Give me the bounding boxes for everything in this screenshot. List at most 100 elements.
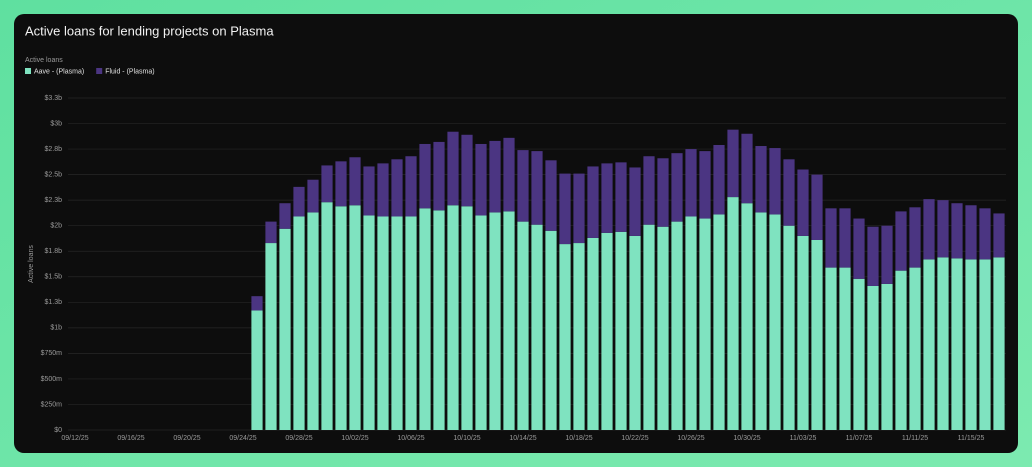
bar-segment xyxy=(587,166,599,238)
bar-segment xyxy=(279,228,291,430)
bar-segment xyxy=(741,133,753,204)
bar-segment xyxy=(685,216,697,430)
bar-segment xyxy=(559,244,571,430)
y-tick-label: $2b xyxy=(50,223,62,230)
bar-segment xyxy=(461,134,473,207)
bar-segment xyxy=(293,186,305,217)
bar-segment xyxy=(279,203,291,229)
bar-segment xyxy=(713,214,725,430)
y-tick-label: $750m xyxy=(41,350,63,357)
bar-segment xyxy=(517,221,529,430)
bar-segment xyxy=(993,213,1005,258)
bar-segment xyxy=(727,129,739,198)
bar-segment xyxy=(951,203,963,259)
bar-segment xyxy=(769,214,781,430)
bar-segment xyxy=(657,158,669,227)
bar-segment xyxy=(447,131,459,206)
bar-segment xyxy=(783,159,795,226)
bar-segment xyxy=(363,215,375,430)
bar-segment xyxy=(643,224,655,430)
bar-segment xyxy=(419,143,431,209)
bar-segment xyxy=(965,259,977,430)
bar-segment xyxy=(545,230,557,430)
x-tick-label: 11/11/25 xyxy=(902,435,928,442)
bar-segment xyxy=(755,212,767,430)
bar-segment xyxy=(895,211,907,271)
bar-segment xyxy=(965,205,977,260)
bar-segment xyxy=(839,208,851,268)
bar-segment xyxy=(475,143,487,216)
bar-segment xyxy=(909,207,921,268)
x-tick-label: 10/26/25 xyxy=(677,435,704,442)
bar-segment xyxy=(643,156,655,225)
y-tick-label: $500m xyxy=(41,376,63,383)
bar-segment xyxy=(475,215,487,430)
y-tick-label: $1.8b xyxy=(44,248,62,255)
y-tick-label: $3.3b xyxy=(44,95,62,102)
bar-segment xyxy=(391,159,403,217)
bar-segment xyxy=(615,162,627,232)
x-tick-label: 10/06/25 xyxy=(397,435,424,442)
x-tick-label: 09/12/25 xyxy=(61,435,88,442)
chart-title: Active loans for lending projects on Pla… xyxy=(25,23,274,38)
bar-segment xyxy=(783,225,795,430)
bar-segment xyxy=(489,212,501,430)
bar-segment xyxy=(867,285,879,430)
bar-segment xyxy=(881,283,893,430)
bar-segment xyxy=(349,205,361,430)
bar-segment xyxy=(685,149,697,217)
bar-segment xyxy=(601,232,613,430)
y-tick-label: $3b xyxy=(50,120,62,127)
bar-segment xyxy=(377,163,389,217)
bar-segment xyxy=(699,151,711,219)
y-tick-label: $2.5b xyxy=(44,171,62,178)
x-tick-label: 11/03/25 xyxy=(790,435,817,442)
y-tick-label: $250m xyxy=(41,401,63,408)
bar-segment xyxy=(937,257,949,430)
x-tick-label: 10/02/25 xyxy=(341,435,368,442)
bar-segment xyxy=(503,211,515,430)
bar-segment xyxy=(993,257,1005,430)
bar-segment xyxy=(321,165,333,203)
bar-segment xyxy=(839,267,851,430)
bar-segment xyxy=(517,150,529,222)
bar-segment xyxy=(349,157,361,206)
x-tick-label: 10/22/25 xyxy=(621,435,648,442)
x-tick-label: 09/28/25 xyxy=(285,435,312,442)
bar-segment xyxy=(461,206,473,430)
bar-segment xyxy=(979,208,991,260)
bar-segment xyxy=(489,140,501,213)
x-tick-label: 10/10/25 xyxy=(453,435,480,442)
bar-segment xyxy=(797,235,809,430)
bar-segment xyxy=(503,137,515,212)
bar-segment xyxy=(405,156,417,217)
bar-segment xyxy=(573,243,585,430)
bar-segment xyxy=(601,163,613,233)
bar-segment xyxy=(629,167,641,236)
bar-segment xyxy=(265,221,277,244)
x-tick-label: 11/15/25 xyxy=(958,435,985,442)
y-tick-label: $2.8b xyxy=(44,146,62,153)
bar-segment xyxy=(307,179,319,213)
bar-segment xyxy=(587,237,599,430)
bar-segment xyxy=(769,148,781,215)
bar-segment xyxy=(251,296,263,311)
bar-segment xyxy=(307,212,319,430)
legend-label: Fluid - (Plasma) xyxy=(105,68,154,75)
y-tick-label: $1b xyxy=(50,325,62,332)
y-axis-label: Active loans xyxy=(28,245,35,283)
bar-segment xyxy=(335,161,347,207)
bar-segment xyxy=(923,259,935,430)
bar-segment xyxy=(321,202,333,430)
bar-segment xyxy=(811,174,823,240)
bar-segment xyxy=(433,210,445,430)
bar-segment xyxy=(433,141,445,211)
bar-segment xyxy=(531,224,543,430)
bar-segment xyxy=(447,205,459,430)
bar-segment xyxy=(867,226,879,286)
x-tick-label: 09/24/25 xyxy=(229,435,256,442)
bar-segment xyxy=(713,144,725,215)
x-tick-label: 10/18/25 xyxy=(565,435,592,442)
bar-segment xyxy=(671,153,683,222)
